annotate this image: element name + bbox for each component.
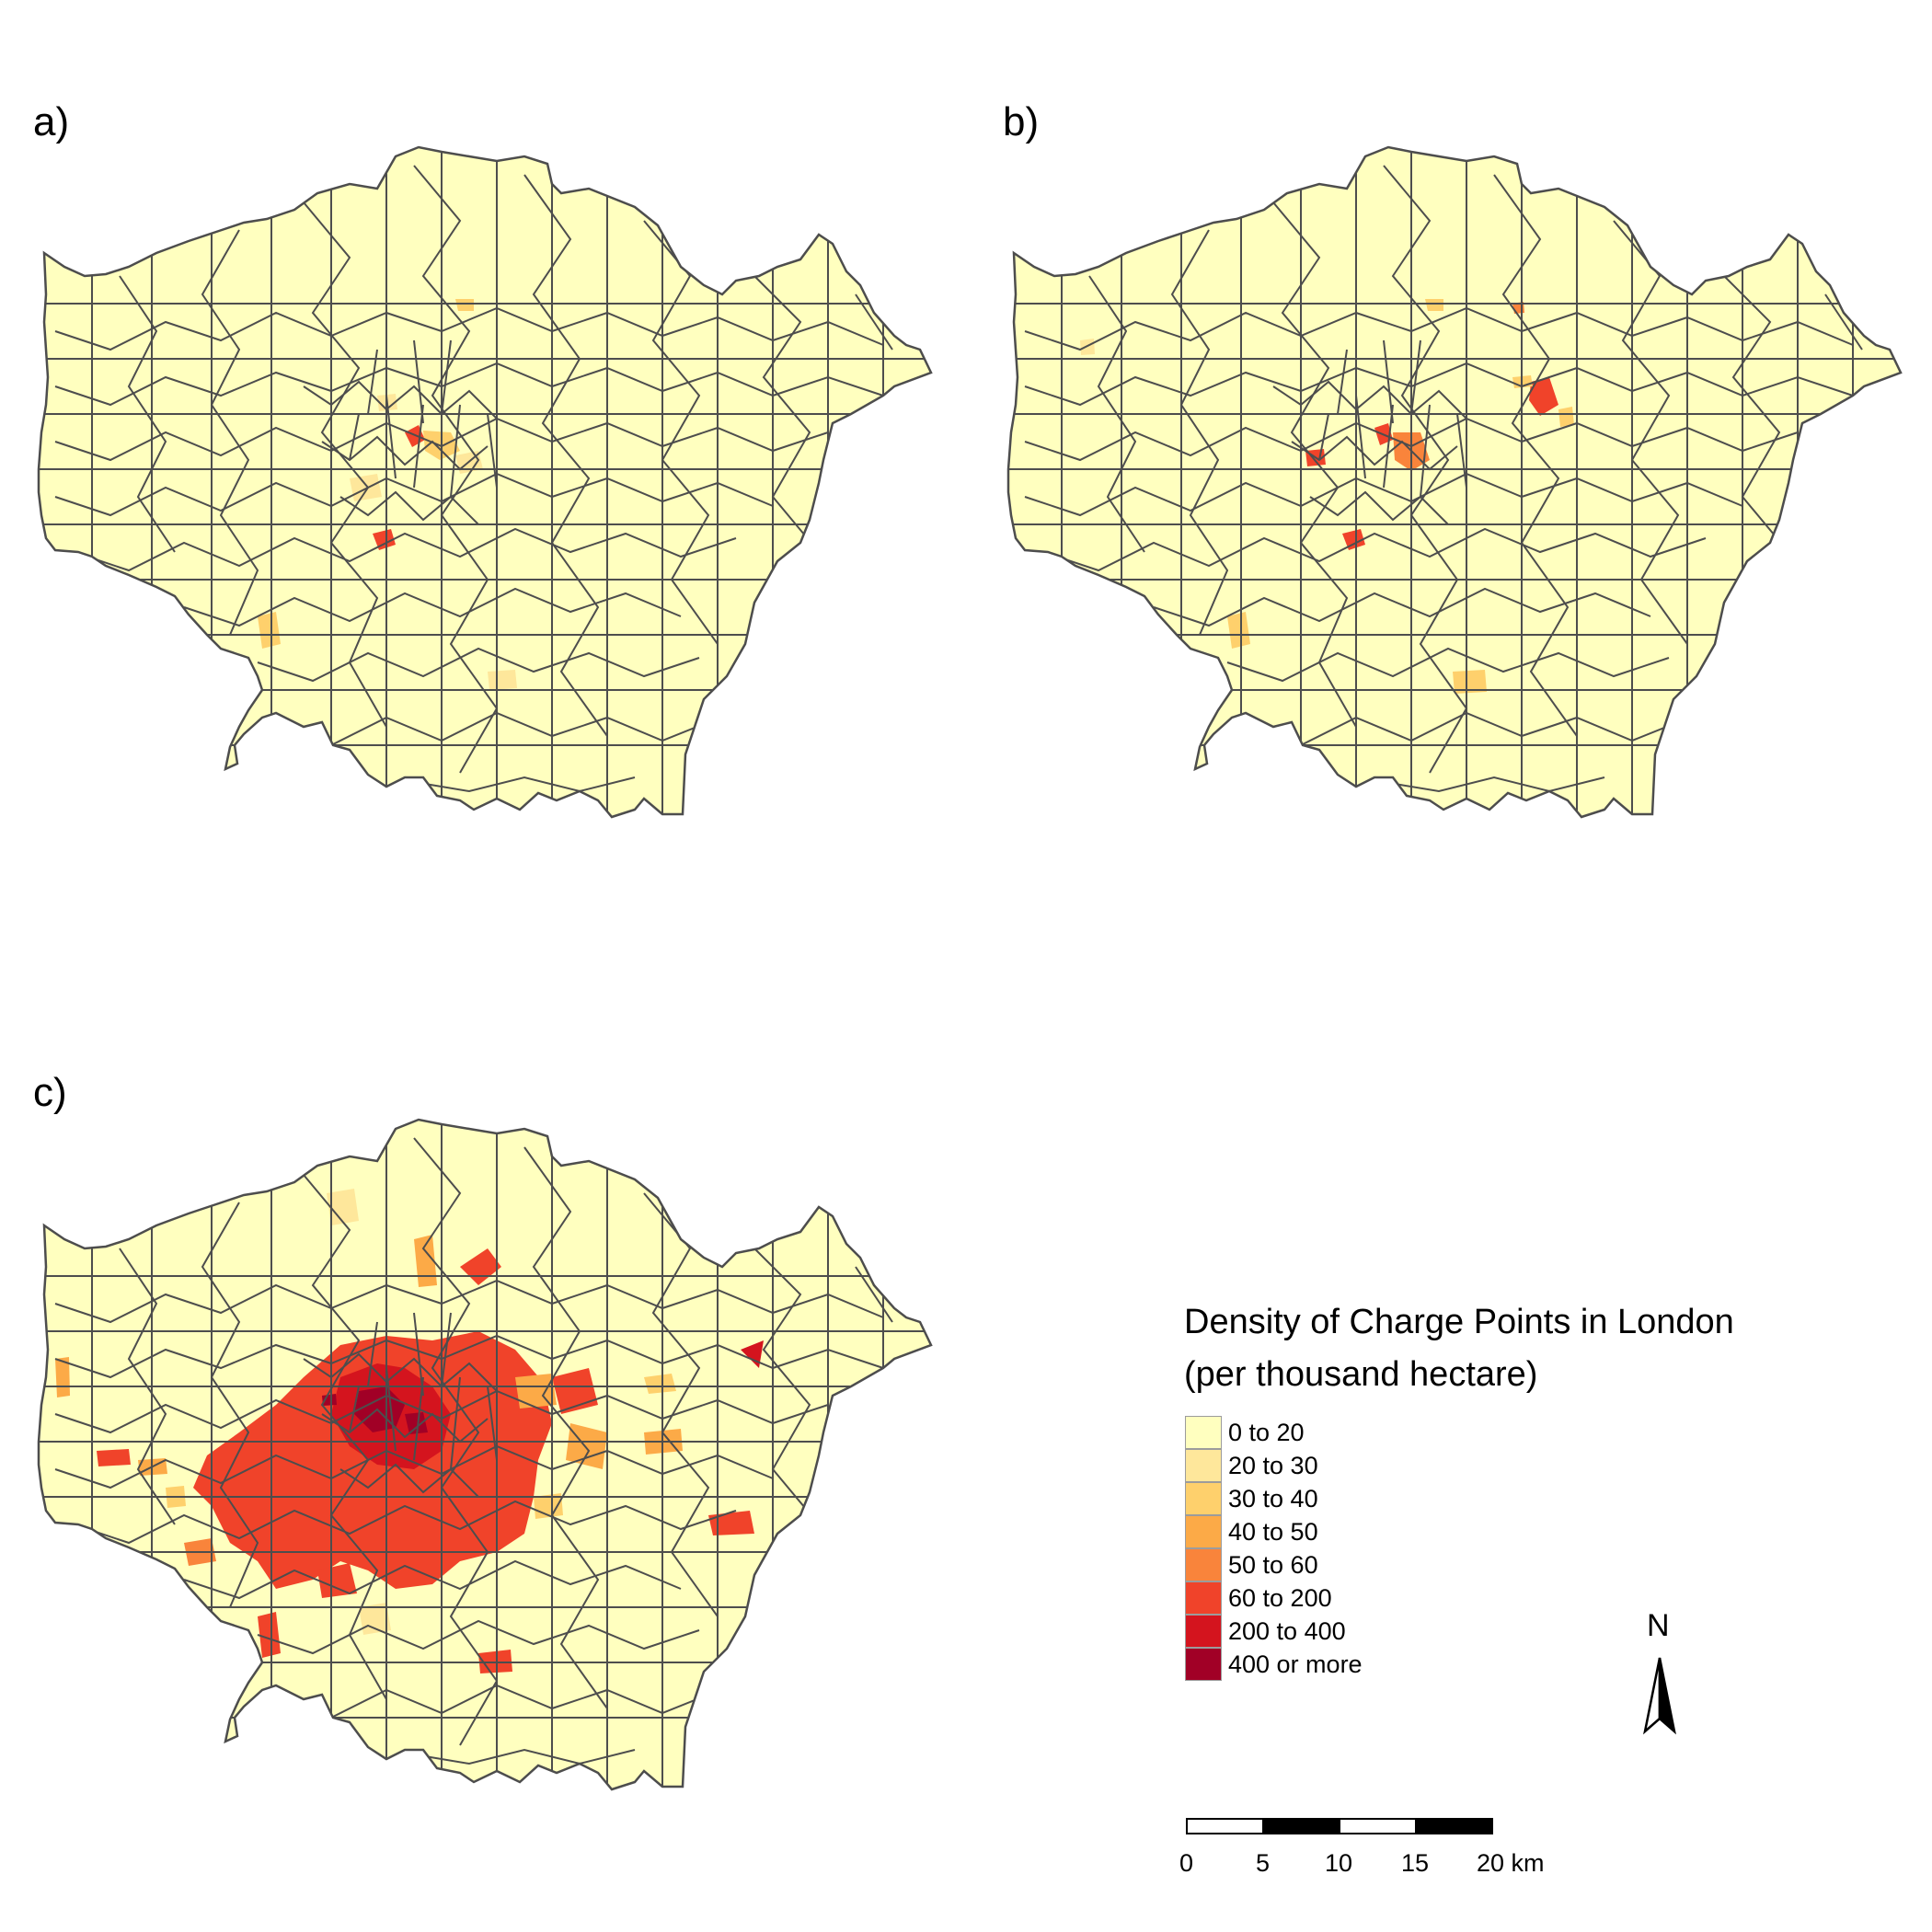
legend-swatch	[1185, 1581, 1222, 1615]
map-c	[37, 1110, 934, 1800]
panel-label-c: c)	[33, 1070, 67, 1115]
legend-item: 400 or more	[1185, 1648, 1461, 1681]
legend-swatch	[1185, 1615, 1222, 1648]
scale-segment-1	[1186, 1818, 1264, 1834]
scale-tick-label: 0	[1179, 1849, 1194, 1877]
legend-swatch	[1185, 1482, 1222, 1515]
legend-label: 50 to 60	[1228, 1551, 1318, 1579]
legend-label: 40 to 50	[1228, 1518, 1318, 1546]
panel-label-a: a)	[33, 99, 70, 144]
scale-tick-label: 15	[1401, 1849, 1430, 1877]
legend-swatch	[1185, 1449, 1222, 1482]
legend-label: 0 to 20	[1228, 1419, 1305, 1446]
scale-tick-label: 20 km	[1477, 1849, 1545, 1877]
legend-item: 200 to 400	[1185, 1615, 1461, 1648]
scale-tick-label: 5	[1256, 1849, 1271, 1877]
legend-item: 30 to 40	[1185, 1482, 1461, 1515]
scale-bar	[1186, 1818, 1493, 1834]
legend-label: 200 to 400	[1228, 1617, 1346, 1645]
north-arrow	[1643, 1657, 1676, 1735]
legend-item: 40 to 50	[1185, 1515, 1461, 1548]
legend-item: 0 to 20	[1185, 1416, 1461, 1449]
legend-swatch	[1185, 1416, 1222, 1449]
scale-segment-3	[1339, 1818, 1417, 1834]
north-arrow-left-half	[1643, 1657, 1662, 1735]
scale-tick-label: 10	[1325, 1849, 1353, 1877]
scale-segment-4	[1415, 1818, 1493, 1834]
legend-swatch	[1185, 1515, 1222, 1548]
legend-swatch	[1185, 1548, 1222, 1581]
legend-label: 400 or more	[1228, 1650, 1363, 1678]
north-arrow-right-half	[1658, 1657, 1676, 1735]
legend-label: 20 to 30	[1228, 1452, 1318, 1479]
legend-item: 60 to 200	[1185, 1581, 1461, 1615]
map-b	[1006, 138, 1903, 828]
panel-label-b: b)	[1003, 99, 1040, 144]
legend-title-line2: (per thousand hectare)	[1184, 1355, 1538, 1394]
legend-label: 30 to 40	[1228, 1485, 1318, 1512]
scale-segment-2	[1262, 1818, 1340, 1834]
legend-title-line1: Density of Charge Points in London	[1184, 1303, 1734, 1341]
map-a	[37, 138, 934, 828]
legend-swatch	[1185, 1648, 1222, 1681]
legend-item: 50 to 60	[1185, 1548, 1461, 1581]
north-label: N	[1647, 1608, 1670, 1643]
legend-label: 60 to 200	[1228, 1584, 1332, 1612]
legend-item: 20 to 30	[1185, 1449, 1461, 1482]
